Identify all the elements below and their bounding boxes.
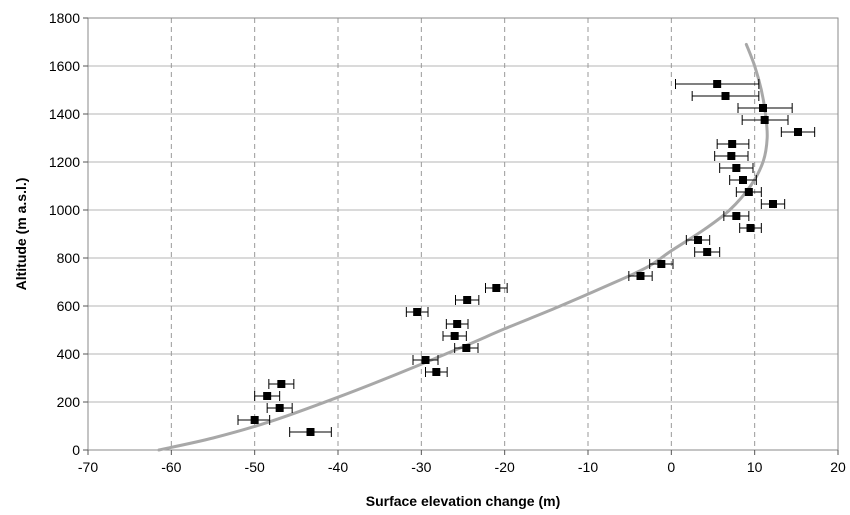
data-point-marker [727,152,736,160]
data-point-group [412,355,439,365]
data-point-marker [760,116,769,124]
data-point-group [268,379,295,389]
data-point-marker [306,428,315,436]
data-point-group [485,283,508,293]
x-tick-label: -40 [328,459,348,475]
grid [88,17,838,450]
data-point-marker [636,272,645,280]
data-point-group [716,139,750,149]
y-tick-label: 200 [57,394,81,410]
data-point-marker [728,140,737,148]
data-point-marker [277,380,286,388]
data-point-group [741,115,789,125]
y-axis-title: Altitude (m a.s.l.) [13,178,29,291]
x-axis-ticks: -70 -60 -50 -40 -30 -20 -10 0 10 20 [78,450,846,475]
data-point-marker [450,332,459,340]
data-point-group [729,175,757,185]
fit-curve [157,42,769,452]
data-point-group [694,247,721,257]
y-tick-label: 0 [72,442,80,458]
y-tick-label: 600 [57,298,81,314]
x-tick-label: 20 [830,459,846,475]
data-point-marker [794,128,802,136]
data-point-group [735,187,762,197]
data-point-group [289,427,332,437]
trend-curve-layer [157,42,769,452]
data-point-marker [721,92,730,100]
data-point-group [737,103,793,113]
data-point-group [685,235,711,245]
data-point-group [455,295,480,305]
data-point-group [739,223,762,233]
data-point-group [723,211,750,221]
x-tick-label: 10 [747,459,763,475]
x-tick-label: -10 [578,459,598,475]
y-axis-ticks: 0 200 400 600 800 1000 1200 1400 1600 1800 [49,10,88,458]
y-tick-label: 800 [57,250,81,266]
data-point-group [445,319,469,329]
x-tick-label: -50 [245,459,265,475]
data-point-marker [746,224,755,232]
y-tick-label: 1600 [49,58,80,74]
data-point-group [691,91,760,101]
data-point-group [675,79,760,89]
data-point-marker [453,320,462,328]
data-point-marker [732,164,741,172]
data-point-group [425,367,448,377]
data-point-marker [744,188,753,196]
data-point-marker [462,344,471,352]
data-point-marker [275,404,284,412]
y-tick-label: 400 [57,346,81,362]
data-point-marker [463,296,472,304]
data-point-marker [432,368,441,376]
data-point-group [405,307,429,317]
data-point-marker [250,416,259,424]
data-point-marker [713,80,722,88]
y-tick-label: 1400 [49,106,80,122]
data-point-group [237,415,271,425]
data-point-group [649,259,674,269]
data-point-group [780,127,816,137]
data-point-group [628,271,653,281]
data-point-group [714,151,749,161]
data-point-marker [732,212,741,220]
data-points-layer [237,79,816,437]
plot-area-frame [87,17,839,451]
x-tick-label: -60 [161,459,181,475]
x-tick-label: -20 [495,459,515,475]
data-point-group [442,331,467,341]
data-point-group [254,391,281,401]
data-point-marker [739,176,747,184]
y-tick-label: 1800 [49,10,80,26]
data-point-marker [769,200,777,208]
data-point-marker [413,308,422,316]
data-point-marker [263,392,272,400]
data-point-marker [759,104,767,112]
data-point-group [454,343,479,353]
x-tick-label: 0 [667,459,675,475]
data-point-marker [492,284,501,292]
data-point-group [760,199,786,209]
y-tick-label: 1000 [49,202,80,218]
x-tick-label: -70 [78,459,98,475]
data-point-group [719,163,754,173]
data-point-marker [657,260,666,268]
data-point-group [266,403,293,413]
data-point-marker [694,236,702,244]
x-tick-label: -30 [411,459,431,475]
data-point-marker [421,356,430,364]
y-tick-label: 1200 [49,154,80,170]
x-axis-title: Surface elevation change (m) [366,493,561,509]
data-point-marker [703,248,712,256]
